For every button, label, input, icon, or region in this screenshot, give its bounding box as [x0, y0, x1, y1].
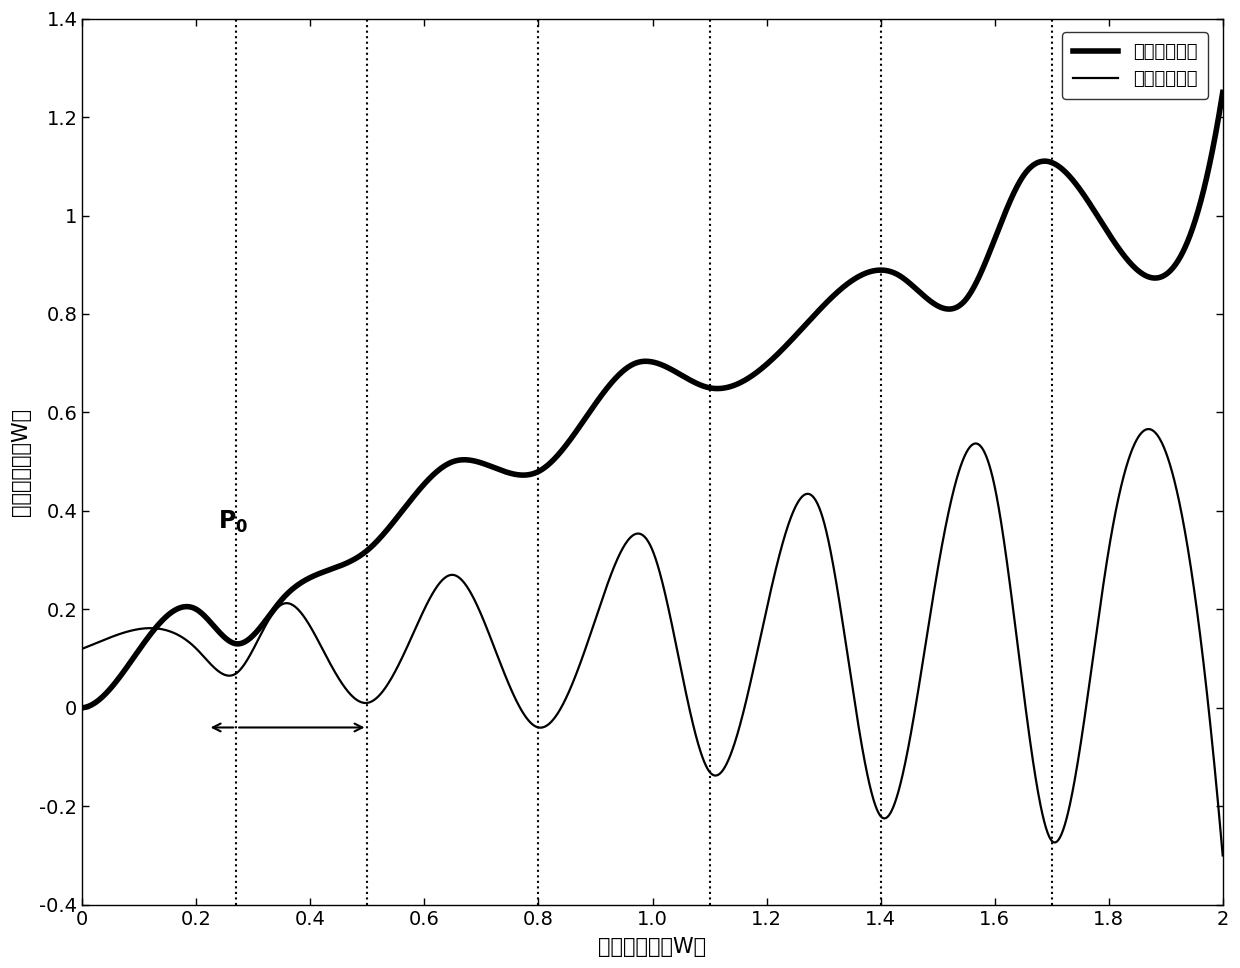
微分增益曲线 — [511, 698, 526, 710]
转移函数曲线 — [74, 702, 89, 713]
转移函数曲线 — [1215, 87, 1230, 99]
微分增益曲线 — [1012, 657, 1027, 669]
转移函数曲线 — [281, 586, 296, 597]
X-axis label: 输入光功率（W）: 输入光功率（W） — [599, 937, 707, 957]
微分增益曲线 — [926, 590, 941, 602]
转移函数曲线 — [759, 359, 774, 371]
Line: 转移函数曲线: 转移函数曲线 — [82, 93, 1223, 708]
转移函数曲线 — [816, 299, 831, 311]
转移函数曲线 — [1012, 175, 1027, 187]
微分增益曲线 — [759, 605, 774, 617]
微分增益曲线 — [74, 643, 89, 654]
微分增益曲线 — [1215, 850, 1230, 862]
Legend: 转移函数曲线, 微分增益曲线: 转移函数曲线, 微分增益曲线 — [1063, 32, 1208, 99]
Text: $\mathbf{P_0}$: $\mathbf{P_0}$ — [218, 509, 248, 535]
微分增益曲线 — [816, 516, 831, 528]
转移函数曲线 — [926, 297, 941, 309]
Y-axis label: 输出光功率（W）: 输出光功率（W） — [11, 408, 31, 516]
微分增益曲线 — [281, 598, 296, 610]
Line: 微分增益曲线: 微分增益曲线 — [82, 429, 1223, 856]
微分增益曲线 — [1141, 423, 1156, 435]
转移函数曲线 — [511, 469, 526, 480]
